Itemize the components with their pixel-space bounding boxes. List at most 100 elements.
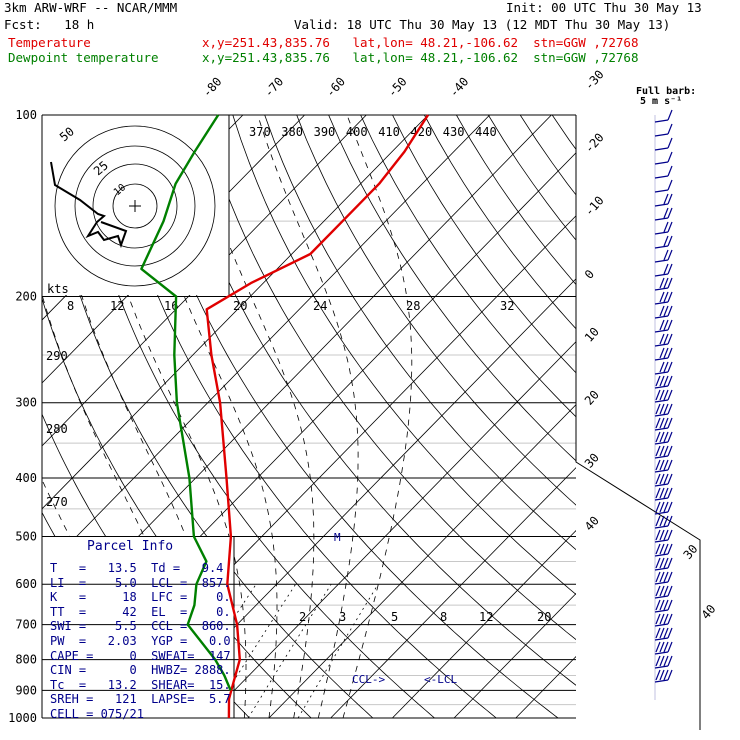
wind-barb-feather [655, 571, 661, 583]
wind-barb-staff [654, 651, 669, 655]
wind-barb-staff [654, 679, 669, 683]
theta-side-label: 280 [46, 422, 68, 436]
wind-barb [654, 585, 673, 599]
wind-barb-feather [659, 431, 665, 443]
wind-barb-feather [663, 333, 669, 345]
wind-barb-feather [667, 487, 673, 499]
parcel-info-row: PW = 2.03 YGP = 0.0 [50, 634, 231, 648]
moist-adiabat [42, 293, 196, 718]
wind-barb-feather [667, 529, 673, 541]
wind-barb [654, 459, 673, 473]
wind-barb-staff [654, 133, 669, 137]
barb-panel-border [575, 115, 701, 730]
wind-barb-feather [667, 193, 673, 205]
dry-adiabat [392, 115, 576, 374]
wind-barb-feather [655, 557, 661, 569]
hodograph-ring [74, 145, 196, 267]
wind-barb-staff [654, 637, 669, 641]
wind-barb-feather [663, 669, 669, 681]
wind-barb-staff [654, 161, 669, 165]
wind-barb-staff [654, 259, 669, 263]
pressure-label: 200 [15, 290, 37, 304]
wind-barb-feather [663, 193, 669, 205]
wind-barb-feather [667, 179, 673, 191]
wind-barb-feather [659, 641, 665, 653]
annotation-lcl: <-LCL [424, 673, 457, 686]
wind-barb-feather [663, 571, 669, 583]
wind-barb-staff [654, 147, 669, 151]
wind-barb [654, 165, 673, 179]
theta-label: 400 [346, 125, 368, 139]
wind-barb-staff [654, 329, 669, 333]
wind-barb-feather [663, 403, 669, 415]
wind-barb-feather [659, 529, 665, 541]
wind-barb [654, 235, 673, 249]
wind-barb-feather [663, 277, 669, 289]
wind-barb-staff [654, 273, 669, 277]
wind-barb [654, 221, 673, 235]
dewpoint-profile [140, 114, 232, 691]
wind-barb-feather [655, 515, 661, 527]
moist-adiabat [342, 115, 413, 718]
wind-barb-feather [667, 333, 673, 345]
wind-barb-staff [654, 189, 669, 193]
wind-barb-feather [655, 473, 661, 485]
isotherm [42, 115, 429, 510]
dewpoint-legend: Dewpoint temperature [8, 50, 159, 65]
wind-barb-staff [654, 231, 669, 235]
wind-barb-staff [654, 525, 669, 529]
wind-barb-staff [654, 595, 669, 599]
wind-barb-feather [655, 403, 661, 415]
parcel-info-title: Parcel Info [87, 539, 174, 554]
parcel-background [42, 537, 234, 718]
dry-adiabat [232, 115, 576, 595]
moist-adiabat [83, 115, 247, 718]
pressure-label: 400 [15, 471, 37, 485]
wind-barb [654, 529, 673, 543]
temperature-location: x,y=251.43,835.76 lat,lon= 48.21,-106.62… [202, 35, 639, 50]
mixing-ratio-label: 24 [313, 299, 327, 313]
wind-barb-staff [654, 441, 669, 445]
isotherm-label: -60 [323, 75, 348, 100]
wind-barb [654, 319, 673, 333]
wind-barb [654, 501, 673, 515]
wind-barb-feather [659, 403, 665, 415]
wind-barb [654, 515, 673, 529]
isotherm-label: -80 [200, 75, 225, 100]
mixing-ratio-label: 2 [299, 610, 306, 624]
dry-adiabat [200, 115, 576, 641]
isotherm-label: -40 [447, 75, 472, 100]
isotherm-label: 0 [582, 267, 597, 282]
wind-barb-feather [663, 263, 669, 275]
wind-barb-staff [654, 553, 669, 557]
mixing-ratio-line [297, 583, 379, 718]
isotherm [42, 115, 490, 573]
pressure-label: 900 [15, 683, 37, 697]
wind-barb-feather [659, 333, 665, 345]
wind-barb-staff [654, 427, 669, 431]
mixing-ratio-label: 8 [440, 610, 447, 624]
wind-barb-staff [654, 371, 669, 375]
dry-adiabat [487, 115, 576, 241]
hodograph-trace [50, 161, 128, 249]
wind-barb-feather [655, 641, 661, 653]
wind-barb-staff [654, 665, 669, 669]
barb-legend-title: Full barb: [636, 86, 696, 97]
wind-barb [654, 277, 673, 291]
wind-barb-feather [663, 361, 669, 373]
wind-barb [654, 361, 673, 375]
wind-barb-feather [659, 613, 665, 625]
wind-barb-feather [663, 543, 669, 555]
wind-barb-feather [667, 263, 673, 275]
hodograph-ring [112, 183, 158, 229]
wind-barb-staff [654, 413, 669, 417]
wind-barb-feather [667, 557, 673, 569]
isotherm [330, 467, 576, 718]
wind-barb-feather [667, 165, 673, 177]
wind-barb-feather [655, 655, 661, 667]
wind-barb-feather [659, 627, 665, 639]
wind-barb [654, 599, 673, 613]
wind-barb-feather [667, 641, 673, 653]
wind-barb-feather [659, 291, 665, 303]
dry-adiabat [0, 115, 3, 718]
